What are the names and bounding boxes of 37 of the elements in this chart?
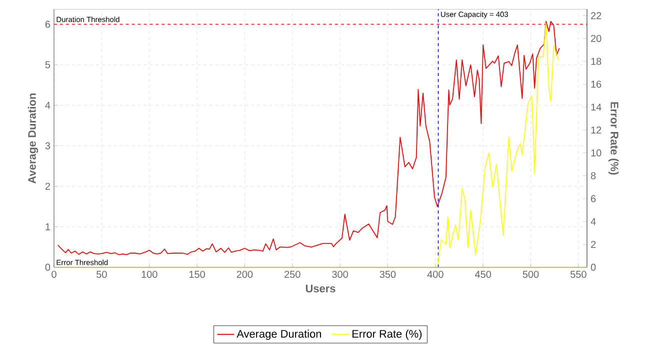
y2-tick-label: 0 (590, 264, 596, 271)
y2-tick-label: 10 (591, 149, 602, 156)
x-tick-label: 350 (380, 270, 396, 278)
y-tick-label: 1 (46, 223, 50, 230)
y-tick-label: 3 (45, 142, 50, 150)
y2-tick-label: 20 (591, 34, 602, 42)
y-axis-title: Average Duration (28, 94, 38, 184)
legend-label: Error Rate (%) (352, 330, 422, 340)
x-tick-label: 300 (332, 270, 348, 278)
y2-tick-label: 8 (590, 172, 596, 180)
y2-tick-label: 12 (591, 126, 602, 134)
x-tick-label: 550 (570, 270, 586, 278)
y2-tick-label: 16 (591, 80, 602, 88)
y-tick-label: 5 (45, 61, 50, 68)
y-tick-label: 6 (45, 20, 50, 28)
y2-axis-title: Error Rate (%) (608, 102, 619, 175)
x-tick-label: 50 (96, 270, 107, 278)
legend-label: Average Duration (236, 330, 322, 340)
x-tick-label: 200 (236, 270, 253, 278)
x-tick-label: 0 (52, 270, 56, 278)
x-tick-label: 100 (142, 270, 158, 278)
x-tick-label: 400 (427, 270, 444, 278)
y2-tick-label: 2 (591, 240, 596, 248)
x-tick-label: 150 (189, 270, 205, 278)
y2-tick-label: 14 (591, 104, 602, 111)
x-tick-label: 450 (475, 270, 492, 278)
x-axis-title: Users (306, 284, 336, 292)
y2-tick-label: 18 (591, 58, 602, 65)
y2-tick-label: 6 (591, 195, 596, 202)
x-tick-label: 250 (284, 270, 300, 278)
x-tick-label: 500 (522, 270, 539, 278)
y2-tick-label: 22 (591, 12, 602, 20)
line-series (436, 23, 559, 268)
y-tick-label: 4 (45, 102, 50, 109)
y-tick-label: 2 (45, 182, 50, 190)
y-tick-label: 0 (45, 264, 50, 271)
y2-tick-label: 4 (590, 218, 596, 225)
